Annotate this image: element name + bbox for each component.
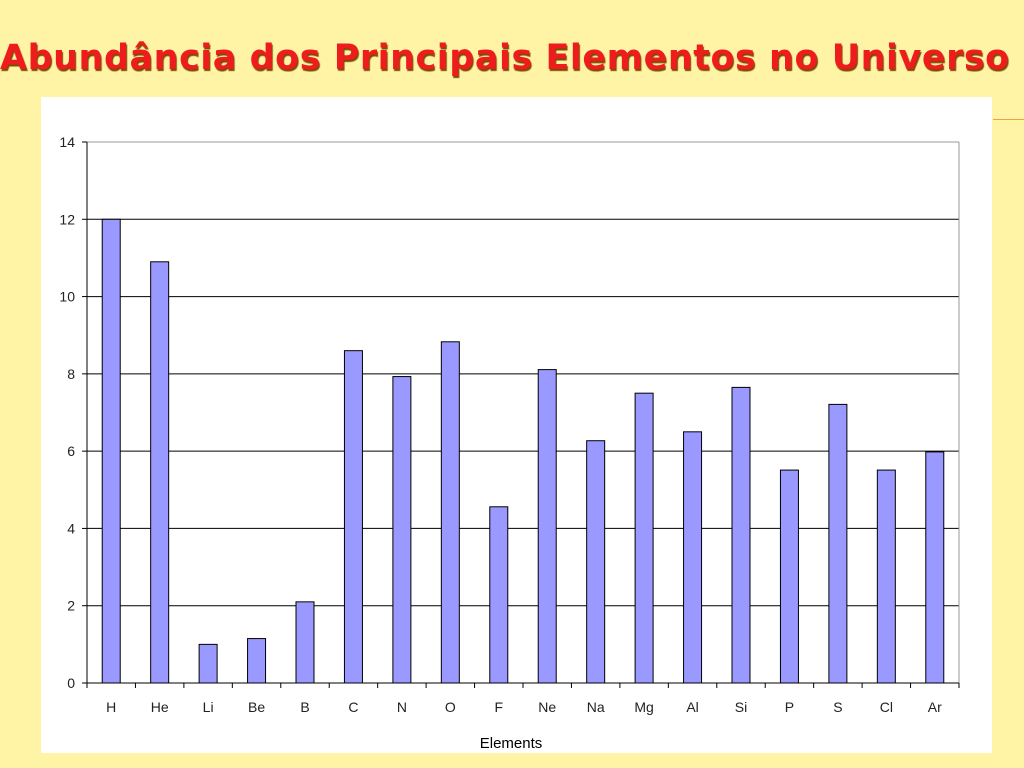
x-tick-label: Ne: [538, 699, 556, 715]
bar-n: [392, 376, 412, 684]
x-tick-label: C: [348, 699, 358, 715]
chart-panel: 0 2 4 6 8 10 12 14 H He Li Be B C N O F Ne Na Mg Al Si P S Cl Ar…: [41, 97, 992, 753]
bar-he: [150, 261, 170, 684]
x-tick-label: P: [785, 699, 794, 715]
y-tick-label: 6: [67, 443, 75, 459]
x-tick-label: Mg: [634, 699, 653, 715]
x-tick-label: Al: [686, 699, 698, 715]
y-tick-label: 10: [59, 289, 75, 305]
bar-ar: [925, 451, 945, 684]
y-tick-labels: 0 2 4 6 8 10 12 14: [59, 134, 75, 691]
bar-si: [731, 386, 751, 684]
slide-title: Abundância dos Principais Elementos no U…: [0, 38, 1010, 78]
y-tick-label: 4: [67, 520, 75, 536]
y-tick-label: 14: [59, 134, 75, 150]
x-tick-label: Be: [248, 699, 265, 715]
y-tick-label: 12: [59, 211, 75, 227]
bar-li: [198, 643, 218, 684]
x-tick-label: Na: [587, 699, 605, 715]
x-tick-label: He: [151, 699, 169, 715]
bar-na: [586, 440, 606, 684]
x-tick-labels: H He Li Be B C N O F Ne Na Mg Al Si P S Cl Ar: [106, 699, 942, 715]
bar-o: [440, 341, 460, 684]
x-tick-label: Si: [735, 699, 747, 715]
bar-chart: 0 2 4 6 8 10 12 14 H He Li Be B C N O F Ne Na Mg Al Si P S Cl Ar…: [59, 134, 960, 752]
bar-b: [295, 601, 315, 684]
x-tick-label: B: [300, 699, 309, 715]
bar-be: [247, 638, 267, 684]
bar-h: [101, 218, 121, 684]
bar-mg: [634, 392, 654, 684]
bars: [101, 218, 945, 684]
bar-c: [343, 350, 363, 684]
bar-al: [683, 431, 703, 684]
x-tick-label: Cl: [880, 699, 893, 715]
x-tick-label: Li: [203, 699, 214, 715]
y-tick-label: 8: [67, 366, 75, 382]
axes: [82, 141, 960, 688]
bar-cl: [876, 469, 896, 684]
x-tick-label: N: [397, 699, 407, 715]
y-tick-label: 0: [67, 675, 75, 691]
gridlines: [87, 218, 959, 607]
bar-f: [489, 506, 509, 684]
bar-p: [779, 469, 799, 684]
x-tick-label: F: [494, 699, 503, 715]
x-tick-label: H: [106, 699, 116, 715]
x-tick-label: O: [445, 699, 456, 715]
x-tick-label: S: [833, 699, 842, 715]
y-tick-label: 2: [67, 598, 75, 614]
bar-s: [828, 403, 848, 684]
x-axis-title: Elements: [480, 735, 543, 752]
x-tick-label: Ar: [928, 699, 942, 715]
bar-ne: [537, 369, 557, 684]
accent-line: [993, 119, 1024, 120]
